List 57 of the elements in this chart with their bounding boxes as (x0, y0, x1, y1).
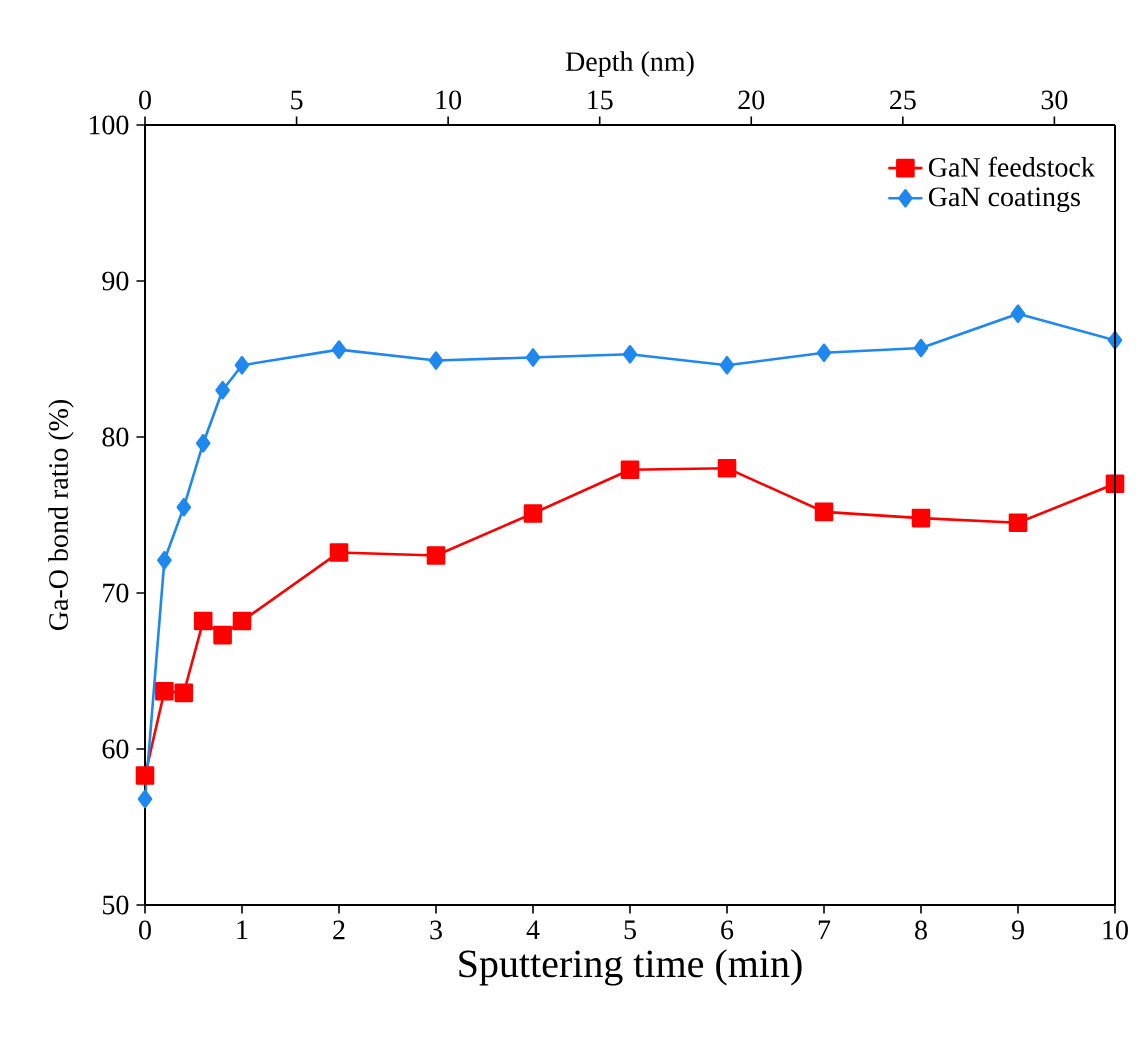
x2-tick-label: 15 (588, 90, 613, 110)
point (195, 433, 211, 453)
point (719, 355, 735, 375)
x-tick-label: 7 (818, 920, 831, 939)
point (232, 611, 252, 631)
x-tick-label: 1 (237, 920, 248, 940)
point (717, 458, 737, 478)
y-tick-label: 100 (89, 115, 129, 135)
y-tick-label: 80 (102, 427, 129, 447)
x-axis-title: Sputtering time (min) (459, 949, 802, 986)
point (622, 345, 638, 364)
point (525, 348, 541, 367)
point (213, 625, 232, 645)
x-tick-label: 10 (1103, 920, 1128, 940)
point (428, 351, 444, 370)
x2-tick-label: 5 (291, 90, 303, 110)
x-tick-label: 6 (721, 920, 734, 940)
point (135, 766, 155, 785)
point (155, 681, 174, 701)
point (157, 550, 172, 570)
x-tick-label: 2 (333, 920, 345, 940)
y-tick-label: 60 (102, 739, 129, 759)
x-tick-label: 4 (526, 920, 540, 940)
x2-tick-label: 20 (738, 90, 765, 110)
point (620, 460, 640, 480)
point (176, 497, 192, 517)
x-tick-label: 8 (915, 920, 927, 940)
point (816, 343, 832, 363)
point (331, 340, 347, 359)
point (523, 504, 543, 523)
point (1008, 513, 1028, 533)
x2-tick-label: 30 (1041, 90, 1068, 110)
point (234, 355, 250, 375)
legend-label: GaN coatings (928, 187, 1080, 213)
x2-axis-title: Depth (nm) (565, 51, 694, 77)
point (1010, 304, 1026, 324)
point (329, 543, 349, 562)
point (911, 508, 931, 528)
point (137, 789, 153, 809)
x2-tick-label: 0 (139, 90, 151, 110)
point (174, 683, 194, 703)
x-tick-label: 3 (430, 920, 442, 940)
x2-tick-label: 10 (436, 90, 462, 110)
legend-label: GaN feedstock (928, 156, 1095, 177)
y-tick-label: 50 (103, 895, 129, 915)
x-tick-label: 0 (139, 920, 151, 940)
x-tick-label: 5 (624, 920, 636, 940)
point (215, 380, 230, 400)
point (426, 546, 446, 565)
y-tick-label: 90 (102, 271, 129, 291)
point (193, 611, 213, 631)
x-tick-label: 9 (1011, 920, 1024, 940)
y-tick-label: 70 (103, 583, 129, 603)
point (814, 502, 834, 522)
point (913, 338, 929, 358)
y-axis-title: Ga-O bond ratio (%) (48, 400, 74, 631)
x2-tick-label: 25 (890, 90, 916, 110)
